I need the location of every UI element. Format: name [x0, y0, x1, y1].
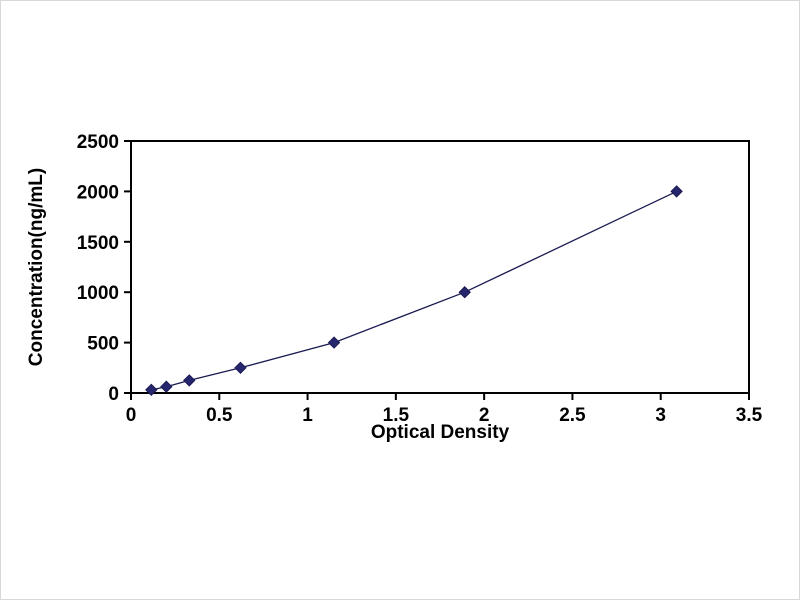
x-axis-label: Optical Density [370, 422, 510, 443]
y-tick-label: 1000 [77, 283, 119, 304]
y-tick-label: 0 [108, 384, 119, 405]
data-point-marker [145, 383, 158, 397]
y-tick-label: 1500 [77, 233, 119, 254]
y-tick-label: 500 [87, 334, 119, 355]
data-point-marker [160, 380, 173, 393]
x-tick-label: 1 [302, 405, 313, 426]
y-axis-label: Concentration(ng/mL) [26, 167, 47, 367]
data-point-marker [458, 285, 471, 299]
data-point-marker [183, 374, 196, 387]
x-tick-label: 0.5 [206, 405, 233, 426]
x-tick-label: 1.5 [383, 405, 410, 426]
x-tick-label: 0 [126, 405, 137, 426]
data-point-marker [327, 336, 341, 349]
plot-frame [130, 140, 750, 394]
series-line [151, 190, 677, 391]
x-tick-label: 2 [479, 405, 490, 426]
y-tick-label: 2500 [77, 132, 119, 153]
y-tick-label: 2000 [77, 182, 119, 203]
x-tick-label: 3.5 [736, 405, 763, 426]
x-tick-label: 3 [655, 405, 666, 426]
data-point-marker [234, 361, 247, 375]
data-point-marker [670, 185, 683, 198]
x-tick-label: 2.5 [559, 405, 586, 426]
